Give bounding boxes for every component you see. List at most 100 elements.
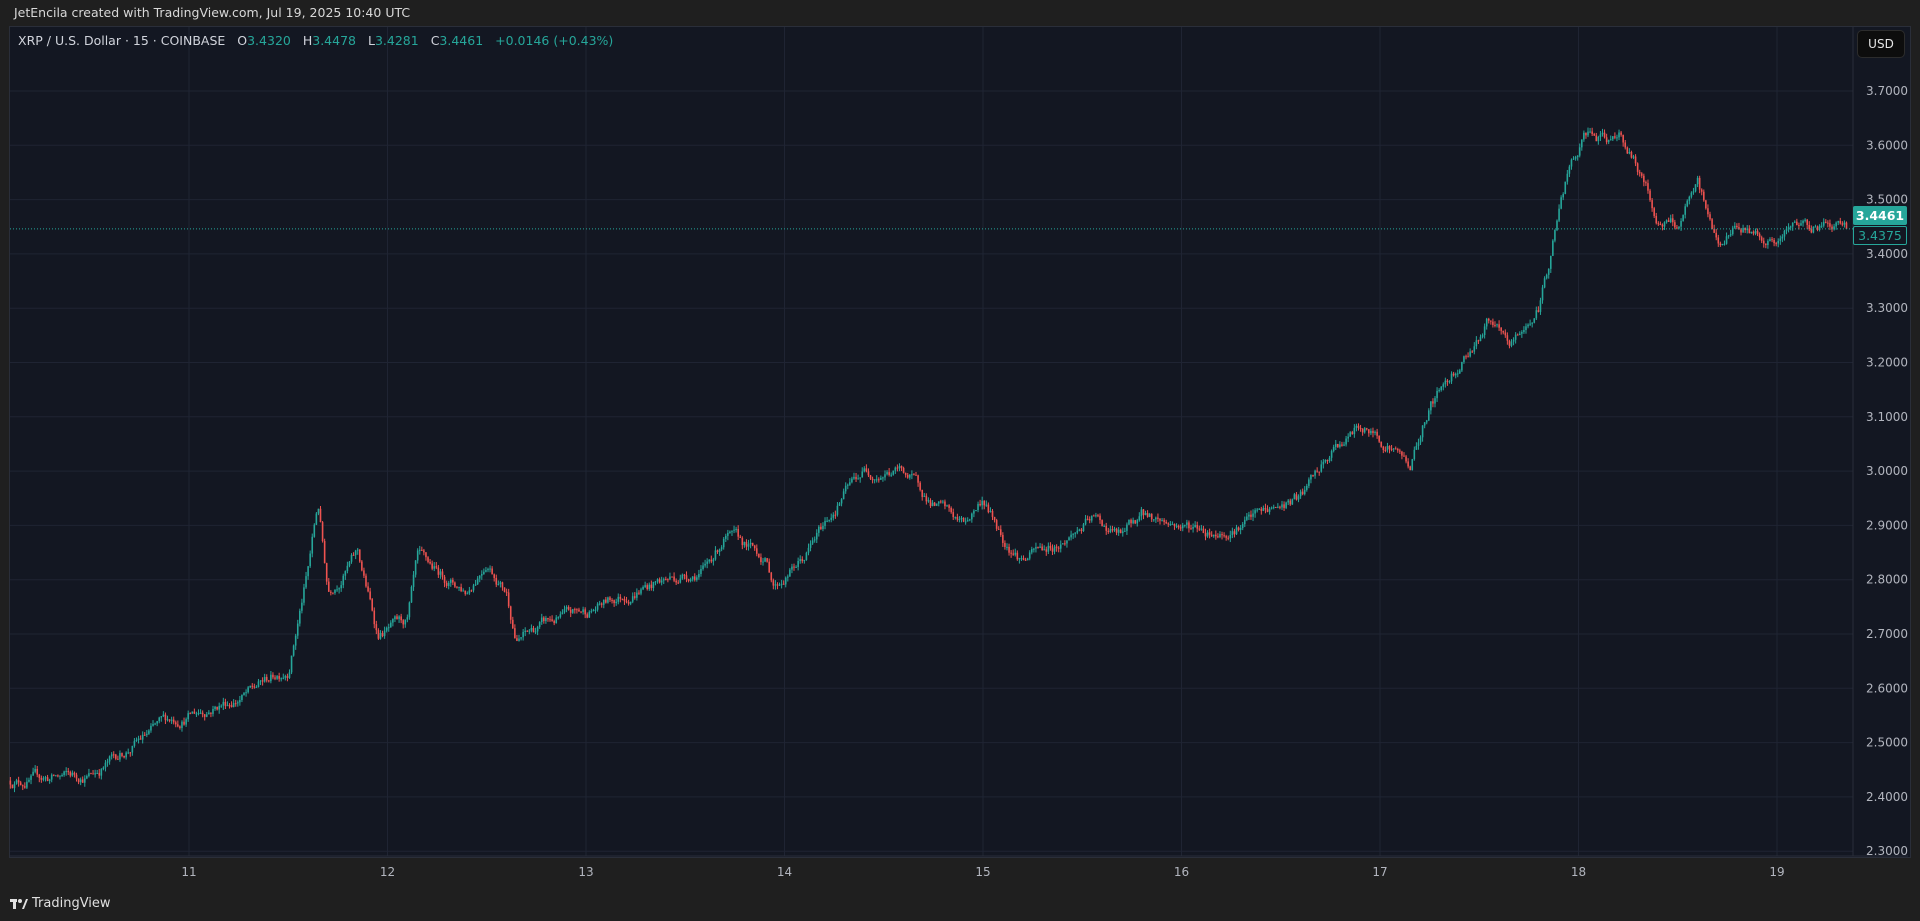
- candle-body: [261, 680, 264, 682]
- open-label: O: [237, 33, 248, 48]
- candle-body: [855, 476, 857, 480]
- candle-body: [1756, 230, 1759, 235]
- candle-body: [1136, 520, 1139, 524]
- candle-body: [1359, 427, 1362, 429]
- candle-body: [621, 598, 624, 600]
- candle-body: [1337, 443, 1339, 447]
- candle-body: [853, 476, 855, 479]
- candle-body: [1033, 548, 1035, 550]
- candle-body: [1291, 499, 1294, 505]
- candle-body: [352, 554, 355, 556]
- candle-body: [1636, 163, 1639, 172]
- candle-body: [1403, 455, 1405, 457]
- candle-body: [445, 582, 448, 586]
- candle-body: [309, 553, 311, 567]
- candle-body: [1217, 536, 1219, 538]
- candle-body: [718, 549, 721, 552]
- candle-body: [1777, 240, 1780, 244]
- candle-body: [1126, 524, 1128, 531]
- candle-body: [700, 568, 702, 574]
- candle-body: [83, 778, 86, 783]
- candle-body: [392, 619, 394, 623]
- candle-body: [383, 630, 386, 637]
- candle-body: [588, 611, 591, 618]
- candle-body: [1099, 515, 1101, 521]
- candle-body: [340, 585, 342, 589]
- price-tick-label: 2.4000: [1866, 790, 1908, 804]
- chart-legend: XRP / U.S. Dollar · 15 · COINBASE O3.432…: [18, 33, 613, 48]
- candle-body: [574, 609, 576, 611]
- candle-body: [1194, 524, 1196, 528]
- candle-body: [1169, 524, 1172, 526]
- candle-body: [379, 632, 382, 639]
- candle-body: [361, 561, 363, 571]
- candle-body: [1527, 324, 1529, 327]
- candle-body: [1353, 427, 1356, 435]
- candle-body: [1442, 384, 1445, 387]
- candle-body: [253, 686, 256, 688]
- candle-body: [1626, 147, 1629, 154]
- candle-body: [1549, 255, 1552, 269]
- candle-body: [1421, 425, 1424, 438]
- candle-body: [406, 617, 409, 620]
- candle-body: [1274, 506, 1277, 508]
- candle-body: [1465, 356, 1467, 358]
- candle-body: [669, 576, 671, 580]
- candle-body: [1264, 508, 1267, 510]
- candle-body: [367, 586, 369, 592]
- candle-body: [88, 773, 90, 776]
- candle-body: [631, 596, 634, 602]
- candle-body: [1059, 544, 1062, 549]
- candle-body: [534, 631, 537, 633]
- candle-body: [1616, 137, 1618, 139]
- candle-body: [1438, 390, 1440, 392]
- candle-body: [1332, 446, 1335, 452]
- candle-body: [1370, 430, 1372, 434]
- candle-body: [648, 584, 651, 590]
- currency-button[interactable]: USD: [1857, 30, 1905, 58]
- candle-body: [733, 529, 735, 531]
- candle-body: [873, 479, 876, 481]
- candle-body: [1539, 300, 1542, 312]
- candle-body: [208, 712, 210, 715]
- candle-body: [1152, 519, 1155, 521]
- candle-body: [760, 557, 762, 563]
- time-tick-label: 11: [181, 865, 196, 879]
- candle-body: [487, 568, 489, 571]
- candle-body: [940, 501, 942, 503]
- candle-body: [429, 561, 431, 564]
- candle-body: [28, 779, 30, 782]
- tradingview-logo[interactable]: TradingView: [10, 896, 111, 911]
- candle-body: [212, 708, 214, 714]
- candle-body: [1022, 558, 1025, 560]
- candle-body: [296, 623, 299, 636]
- symbol-title[interactable]: XRP / U.S. Dollar · 15 · COINBASE: [18, 33, 226, 48]
- candle-body: [1711, 219, 1713, 230]
- candle-body: [609, 597, 611, 601]
- candle-body: [1512, 339, 1515, 342]
- candle-body: [780, 583, 783, 585]
- candle-body: [1068, 537, 1070, 541]
- candle-body: [1419, 437, 1422, 443]
- candle-body: [921, 489, 924, 497]
- candle-body: [1018, 558, 1021, 560]
- candle-body: [410, 586, 413, 603]
- candle-body: [478, 575, 481, 579]
- candle-body: [1057, 547, 1060, 549]
- candle-body: [956, 517, 959, 520]
- candle-body: [1587, 131, 1589, 136]
- candle-body: [813, 539, 816, 541]
- candle-body: [714, 550, 717, 560]
- candle-body: [1562, 193, 1564, 198]
- candle-body: [1144, 512, 1147, 516]
- candle-body: [1791, 222, 1794, 227]
- candle-body: [1423, 422, 1426, 426]
- candle-body: [1738, 227, 1740, 230]
- candle-body: [205, 714, 208, 717]
- chart-pane[interactable]: [9, 26, 1911, 858]
- candle-body: [617, 596, 620, 602]
- candle-body: [696, 577, 698, 580]
- candle-body: [210, 712, 212, 714]
- candle-body: [667, 579, 669, 581]
